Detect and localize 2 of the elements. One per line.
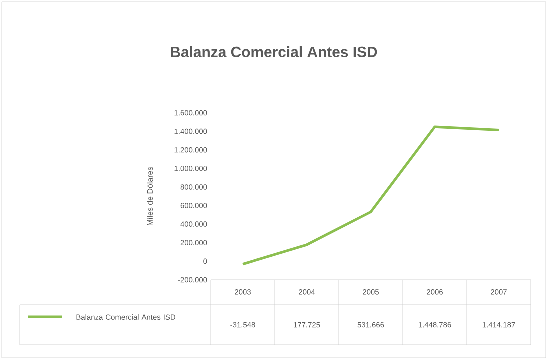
chart-title: Balanza Comercial Antes ISD	[171, 46, 378, 58]
line-series	[242, 126, 500, 266]
